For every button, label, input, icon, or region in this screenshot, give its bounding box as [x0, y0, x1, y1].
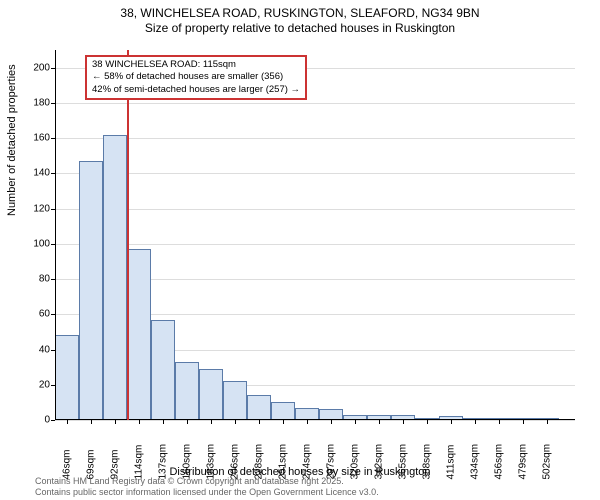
histogram-bar: [247, 395, 271, 420]
grid-line: [55, 244, 575, 245]
footer-line1: Contains HM Land Registry data © Crown c…: [35, 476, 379, 487]
x-tick-mark: [187, 420, 188, 424]
chart-footer: Contains HM Land Registry data © Crown c…: [35, 476, 379, 498]
histogram-bar: [271, 402, 295, 420]
y-tick-label: 40: [39, 344, 50, 355]
x-tick-mark: [115, 420, 116, 424]
x-tick-mark: [499, 420, 500, 424]
y-tick-label: 80: [39, 274, 50, 285]
y-tick-label: 180: [33, 97, 50, 108]
x-tick-mark: [67, 420, 68, 424]
x-tick-mark: [283, 420, 284, 424]
annotation-line: 42% of semi-detached houses are larger (…: [92, 84, 300, 96]
x-tick-mark: [427, 420, 428, 424]
histogram-bar: [199, 369, 223, 420]
grid-line: [55, 103, 575, 104]
x-tick-mark: [403, 420, 404, 424]
annotation-box: 38 WINCHELSEA ROAD: 115sqm← 58% of detac…: [85, 55, 307, 100]
x-tick-mark: [91, 420, 92, 424]
grid-line: [55, 420, 575, 421]
grid-line: [55, 138, 575, 139]
y-tick-label: 0: [44, 415, 50, 426]
histogram-bar: [79, 161, 103, 420]
y-tick-label: 60: [39, 309, 50, 320]
x-tick-mark: [331, 420, 332, 424]
x-tick-mark: [451, 420, 452, 424]
x-tick-mark: [259, 420, 260, 424]
annotation-line: ← 58% of detached houses are smaller (35…: [92, 71, 300, 83]
x-tick-mark: [523, 420, 524, 424]
grid-line: [55, 173, 575, 174]
histogram-bar: [55, 335, 79, 420]
y-tick-label: 120: [33, 203, 50, 214]
x-tick-mark: [355, 420, 356, 424]
histogram-bar: [151, 320, 175, 420]
chart-title-line1: 38, WINCHELSEA ROAD, RUSKINGTON, SLEAFOR…: [0, 6, 600, 20]
reference-line: [127, 50, 129, 420]
annotation-line: 38 WINCHELSEA ROAD: 115sqm: [92, 59, 300, 71]
y-axis-label: Number of detached properties: [6, 64, 18, 216]
x-tick-mark: [211, 420, 212, 424]
y-tick-mark: [51, 420, 55, 421]
x-tick-mark: [163, 420, 164, 424]
footer-line2: Contains public sector information licen…: [35, 487, 379, 498]
y-tick-label: 200: [33, 62, 50, 73]
x-tick-mark: [547, 420, 548, 424]
grid-line: [55, 209, 575, 210]
y-tick-label: 20: [39, 379, 50, 390]
x-tick-mark: [307, 420, 308, 424]
x-tick-mark: [475, 420, 476, 424]
chart-plot: 02040608010012014016018020046sqm69sqm92s…: [55, 50, 575, 420]
histogram-bar: [103, 135, 127, 420]
y-tick-label: 100: [33, 238, 50, 249]
x-axis-line: [55, 419, 575, 420]
y-axis-line: [55, 50, 56, 420]
x-tick-mark: [235, 420, 236, 424]
y-tick-label: 160: [33, 133, 50, 144]
x-tick-mark: [139, 420, 140, 424]
chart-title-line2: Size of property relative to detached ho…: [0, 21, 600, 35]
histogram-bar: [175, 362, 199, 420]
y-tick-label: 140: [33, 168, 50, 179]
x-tick-mark: [379, 420, 380, 424]
histogram-bar: [127, 249, 151, 420]
histogram-bar: [223, 381, 247, 420]
